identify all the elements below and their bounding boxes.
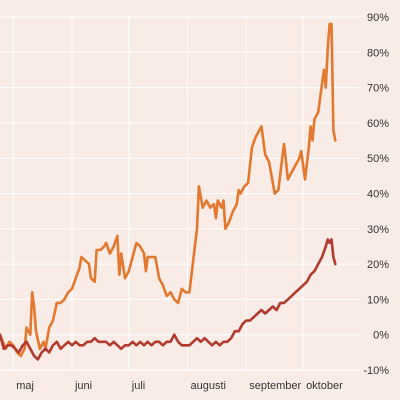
y-tick-label: 40% [367, 189, 389, 201]
x-tick-label: september [249, 380, 301, 392]
y-tick-label: 20% [367, 259, 389, 271]
series-line-0 [0, 22, 337, 358]
y-axis-ticks: -10% 0% 10% 20% 30% 40% 50% 60% 70% 80% 90% [363, 12, 389, 377]
y-tick-label: 90% [367, 12, 389, 24]
series-lines [0, 22, 337, 361]
y-tick-label: 30% [367, 224, 389, 236]
x-tick-label: augusti [191, 380, 226, 392]
y-tick-label: -10% [363, 365, 389, 377]
y-tick-label: 60% [367, 118, 389, 130]
x-tick-label: juli [131, 380, 145, 392]
x-tick-label: oktober [306, 380, 343, 392]
y-tick-label: 80% [367, 47, 389, 59]
y-tick-label: 50% [367, 153, 389, 165]
y-tick-label: 70% [367, 83, 389, 95]
x-tick-label: juni [74, 380, 92, 392]
y-tick-label: 0% [373, 330, 389, 342]
x-axis-ticks: maj juni juli augusti september oktober [16, 380, 343, 392]
grid [0, 14, 360, 371]
y-tick-label: 10% [367, 294, 389, 306]
series-line-1 [0, 238, 337, 361]
x-tick-label: maj [16, 380, 34, 392]
